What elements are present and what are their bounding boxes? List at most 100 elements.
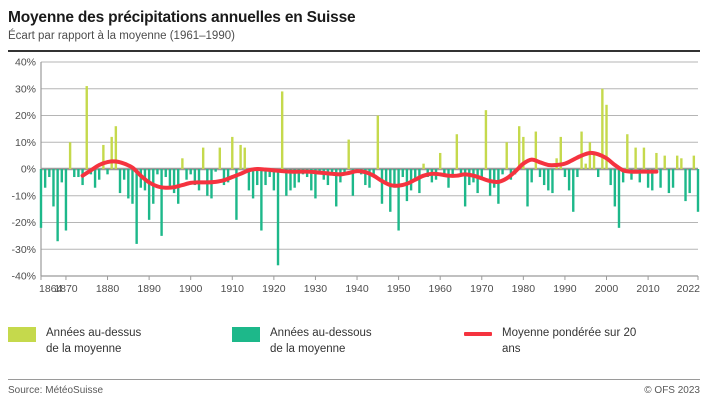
bar-2009 <box>642 147 646 169</box>
bar-1867 <box>52 169 55 207</box>
bar-2001 <box>609 169 612 186</box>
bar-2014 <box>663 155 666 169</box>
bar-1966 <box>463 169 467 207</box>
bar-1974 <box>497 169 500 204</box>
x-tick-label: 1910 <box>221 283 245 295</box>
bar-1991 <box>567 169 571 191</box>
bar-1950 <box>397 169 400 231</box>
bar-2003 <box>617 169 621 228</box>
legend-item-below-average: Années au-dessous de la moyenne <box>232 326 372 357</box>
legend-item-above-average: Années au-dessus de la moyenne <box>8 326 141 357</box>
bar-1872 <box>73 169 76 178</box>
bar-1916 <box>256 169 259 186</box>
bar-1896 <box>172 169 176 194</box>
bar-1980 <box>522 136 525 169</box>
bar-1922 <box>280 91 284 169</box>
bar-2019 <box>684 169 687 202</box>
footer: Source: MétéoSuisse © OFS 2023 <box>8 385 700 396</box>
bar-1996 <box>588 142 592 169</box>
footer-divider <box>8 379 700 380</box>
page-title: Moyenne des précipitations annuelles en … <box>8 9 356 26</box>
bar-1962 <box>447 169 450 188</box>
x-tick-label: 2010 <box>636 283 660 295</box>
x-tick-label: 1870 <box>54 283 78 295</box>
bar-1987 <box>551 169 554 194</box>
x-tick-label: 1960 <box>429 283 453 295</box>
bar-2020 <box>688 169 691 194</box>
bar-1965 <box>459 169 463 175</box>
bar-1894 <box>164 169 167 178</box>
bar-1960 <box>438 152 442 169</box>
bar-1888 <box>139 169 142 188</box>
bar-2015 <box>667 169 671 194</box>
page-subtitle: Écart par rapport à la moyenne (1961–199… <box>8 30 235 42</box>
x-tick-label: 1940 <box>345 283 369 295</box>
bar-1971 <box>484 110 488 169</box>
x-tick-label: 1880 <box>96 283 120 295</box>
y-tick-label: 10% <box>15 137 36 149</box>
x-tick-label: 1950 <box>387 283 411 295</box>
bar-1898 <box>181 158 184 169</box>
bar-2008 <box>638 169 641 183</box>
bar-1869 <box>60 169 63 183</box>
x-tick-label: 1970 <box>470 283 494 295</box>
bar-1973 <box>493 169 496 188</box>
x-tick-label: 1890 <box>137 283 161 295</box>
bar-2022 <box>696 169 700 212</box>
bar-1963 <box>451 169 454 175</box>
bar-1985 <box>542 169 546 186</box>
bar-2007 <box>634 147 637 169</box>
chart-legend: Années au-dessus de la moyenne Années au… <box>8 326 700 370</box>
bar-1903 <box>201 147 205 169</box>
source-label: Source: MétéoSuisse <box>8 385 104 396</box>
legend-label-weighted-average: Moyenne pondérée sur 20 ans <box>502 326 652 357</box>
legend-label-line2: de la moyenne <box>270 342 346 355</box>
header-divider <box>8 50 700 52</box>
legend-swatch-below-average <box>232 327 260 342</box>
bar-1870 <box>64 169 68 231</box>
bar-1967 <box>468 169 471 186</box>
bar-1983 <box>534 131 538 169</box>
bar-1929 <box>310 169 313 191</box>
bar-1954 <box>414 169 417 180</box>
bar-1924 <box>289 169 292 191</box>
bar-1995 <box>584 163 587 169</box>
bar-2005 <box>626 134 629 169</box>
bar-1901 <box>193 169 197 186</box>
bar-1900 <box>189 169 192 175</box>
weighted-moving-average-line <box>80 150 659 190</box>
bar-1979 <box>517 126 521 169</box>
y-tick-label: 20% <box>15 110 36 122</box>
bar-1895 <box>168 169 172 188</box>
bar-1907 <box>218 147 222 169</box>
bar-1982 <box>530 169 533 183</box>
bar-1986 <box>547 169 550 191</box>
bar-1946 <box>380 169 384 204</box>
legend-item-weighted-average: Moyenne pondérée sur 20 ans <box>464 326 652 357</box>
bar-2013 <box>659 169 662 188</box>
bar-1920 <box>272 169 276 191</box>
bar-1948 <box>389 169 392 212</box>
bar-1951 <box>401 169 404 178</box>
bar-1970 <box>480 169 483 180</box>
bar-1992 <box>572 169 575 212</box>
legend-label-above-average: Années au-dessus de la moyenne <box>46 326 141 357</box>
bar-1990 <box>563 169 567 178</box>
x-tick-label: 1900 <box>179 283 203 295</box>
y-tick-label: -20% <box>11 217 36 229</box>
bar-1919 <box>268 169 271 178</box>
y-tick-label: -40% <box>11 271 36 283</box>
x-tick-label: 1864 <box>39 283 63 295</box>
bar-1881 <box>110 136 113 169</box>
bar-1981 <box>526 169 529 207</box>
legend-label-line1: Années au-dessous <box>270 327 372 339</box>
bar-1866 <box>48 169 51 178</box>
bar-1892 <box>156 169 159 175</box>
bar-1943 <box>368 169 371 188</box>
bar-1984 <box>538 169 542 178</box>
x-tick-label: 1920 <box>262 283 286 295</box>
bar-2004 <box>621 169 625 183</box>
bar-1955 <box>418 169 421 194</box>
bar-1925 <box>293 169 296 188</box>
bar-2016 <box>671 169 675 188</box>
